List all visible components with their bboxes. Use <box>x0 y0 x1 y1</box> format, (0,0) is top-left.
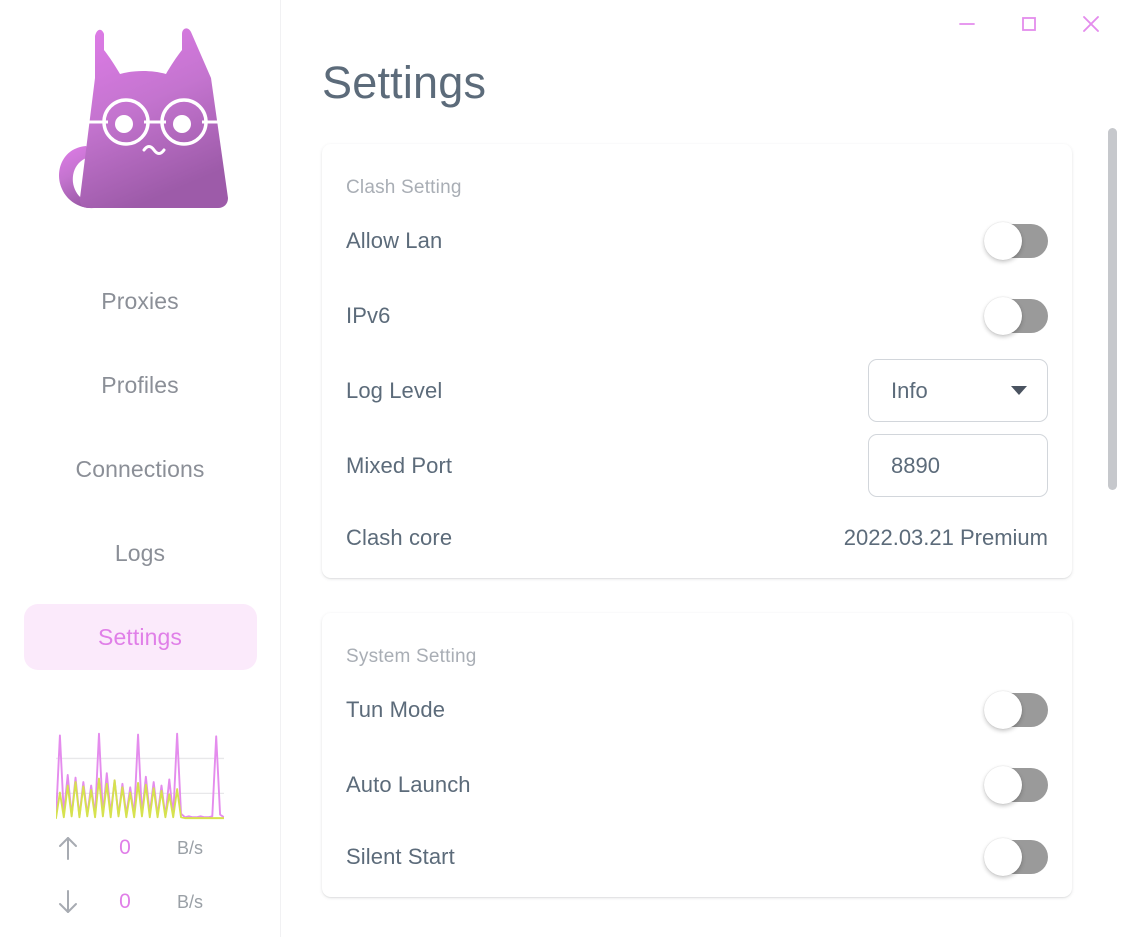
traffic-widget: 0 B/s 0 B/s <box>0 729 280 929</box>
sidebar-item-label: Logs <box>114 539 166 566</box>
scrollbar-thumb[interactable] <box>1108 128 1117 490</box>
minimize-button[interactable] <box>948 8 986 40</box>
setting-label: Mixed Port <box>346 452 453 478</box>
setting-label: Tun Mode <box>346 696 446 722</box>
setting-label: Clash core <box>346 524 453 550</box>
setting-row-allow-lan: Allow Lan <box>346 203 1048 278</box>
sidebar-item-label: Settings <box>98 623 182 650</box>
setting-row-ipv6: IPv6 <box>346 278 1048 353</box>
toggle-knob <box>984 690 1022 729</box>
ipv6-toggle[interactable] <box>984 296 1048 335</box>
system-setting-card: System Setting Tun Mode Auto Launch Sile… <box>322 613 1072 897</box>
scrollbar[interactable] <box>1108 0 1118 937</box>
setting-label: Log Level <box>346 377 443 403</box>
setting-label: Allow Lan <box>346 227 443 253</box>
clash-setting-card: Clash Setting Allow Lan IPv6 Log Level I… <box>322 144 1072 578</box>
mixed-port-input[interactable] <box>868 434 1048 497</box>
toggle-knob <box>984 837 1022 876</box>
page-title: Settings <box>322 57 487 108</box>
setting-label: IPv6 <box>346 302 391 328</box>
maximize-button[interactable] <box>1010 8 1048 40</box>
sidebar: Proxies Profiles Connections Logs Settin… <box>0 0 281 937</box>
toggle-knob <box>984 221 1022 260</box>
download-speed-value: 0 <box>119 890 131 913</box>
window-controls <box>948 8 1110 40</box>
log-level-select[interactable]: Info <box>868 359 1048 422</box>
sidebar-item-settings[interactable]: Settings <box>23 604 257 670</box>
upload-speed-value: 0 <box>119 836 131 859</box>
setting-row-silent-start: Silent Start <box>346 822 1048 897</box>
maximize-icon <box>1022 17 1036 31</box>
traffic-sparkline <box>56 732 224 820</box>
download-speed-unit: B/s <box>177 891 204 912</box>
minimize-icon <box>959 23 975 25</box>
setting-row-auto-launch: Auto Launch <box>346 747 1048 822</box>
download-speed-row: 0 B/s <box>45 875 235 929</box>
sidebar-item-proxies[interactable]: Proxies <box>24 268 257 334</box>
chevron-down-icon <box>1011 386 1027 395</box>
app-logo <box>40 22 240 222</box>
setting-row-mixed-port: Mixed Port <box>346 428 1048 503</box>
clash-core-version: 2022.03.21 Premium <box>843 524 1048 550</box>
arrow-up-icon <box>51 835 85 861</box>
auto-launch-toggle[interactable] <box>984 765 1048 804</box>
setting-row-tun-mode: Tun Mode <box>346 672 1048 747</box>
card-header: System Setting <box>346 646 477 667</box>
upload-speed-row: 0 B/s <box>45 821 235 875</box>
setting-label: Auto Launch <box>346 771 471 797</box>
main-content: Settings Clash Setting Allow Lan IPv6 Lo… <box>281 0 1124 937</box>
setting-row-log-level: Log Level Info <box>346 353 1048 428</box>
sidebar-item-logs[interactable]: Logs <box>24 520 257 586</box>
card-header: Clash Setting <box>346 177 462 198</box>
upload-speed-unit: B/s <box>177 837 204 858</box>
sidebar-item-label: Connections <box>75 455 205 482</box>
log-level-value: Info <box>891 377 928 403</box>
silent-start-toggle[interactable] <box>984 837 1048 876</box>
sidebar-item-label: Profiles <box>101 371 179 398</box>
allow-lan-toggle[interactable] <box>984 221 1048 260</box>
sidebar-item-label: Proxies <box>101 287 179 314</box>
sidebar-nav: Proxies Profiles Connections Logs Settin… <box>0 268 280 670</box>
tun-mode-toggle[interactable] <box>984 690 1048 729</box>
close-icon <box>1083 16 1099 32</box>
toggle-knob <box>984 296 1022 335</box>
setting-row-clash-core: Clash core 2022.03.21 Premium <box>346 503 1048 578</box>
traffic-chart <box>56 729 224 821</box>
close-button[interactable] <box>1072 8 1110 40</box>
sidebar-item-connections[interactable]: Connections <box>24 436 257 502</box>
sidebar-item-profiles[interactable]: Profiles <box>24 352 257 418</box>
arrow-down-icon <box>51 889 85 915</box>
cat-logo-icon <box>59 28 228 209</box>
toggle-knob <box>984 765 1022 804</box>
setting-label: Silent Start <box>346 843 455 869</box>
